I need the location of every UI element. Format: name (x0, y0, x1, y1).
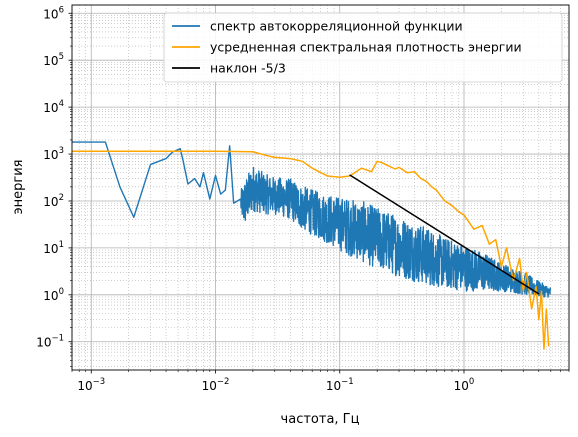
axis-ticks (68, 12, 570, 374)
y-tick-label: 102 (43, 193, 64, 209)
legend-label-1: усредненная спектральная плотность энерг… (210, 40, 522, 55)
y-tick-label: 105 (43, 52, 64, 68)
legend: спектр автокорреляционной функции усредне… (163, 12, 563, 83)
x-tick-label: 10−1 (326, 377, 354, 393)
series-line-2 (349, 174, 540, 295)
legend-box (163, 12, 563, 83)
y-tick-label: 103 (43, 146, 64, 162)
y-tick-label: 104 (43, 99, 64, 115)
x-axis-label: частота, Гц (281, 412, 360, 427)
x-tick-label: 100 (454, 377, 475, 393)
y-axis-label: энергия (11, 160, 26, 215)
legend-label-2: наклон -5/3 (210, 61, 286, 76)
tick-labels: 10−3 10−2 10−1 100 10−1 100 101 102 103 104 105 106 (36, 5, 474, 393)
y-tick-label: 106 (43, 5, 64, 21)
x-tick-label: 10−3 (77, 377, 105, 393)
y-tick-label: 100 (43, 287, 64, 303)
y-tick-label: 10−1 (36, 334, 64, 350)
series-line-0 (72, 141, 552, 298)
series-layer (72, 141, 552, 350)
legend-label-0: спектр автокорреляционной функции (210, 19, 463, 34)
x-tick-label: 10−2 (202, 377, 230, 393)
y-tick-label: 101 (43, 240, 64, 256)
